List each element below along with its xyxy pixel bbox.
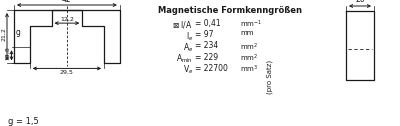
Text: 14,8: 14,8 (6, 46, 10, 60)
Text: mm$^{2}$: mm$^{2}$ (240, 53, 258, 64)
Text: 21,2: 21,2 (1, 27, 6, 41)
Text: (pro Satz): (pro Satz) (267, 59, 273, 93)
Text: 29,5: 29,5 (60, 70, 74, 75)
Text: Magnetische Formkenngrößen: Magnetische Formkenngrößen (158, 6, 302, 15)
Text: = 22700: = 22700 (195, 64, 228, 73)
Text: g: g (16, 28, 21, 37)
Text: g = 1,5: g = 1,5 (8, 117, 39, 126)
Text: = 97: = 97 (195, 30, 214, 39)
Text: 12,2: 12,2 (60, 17, 74, 22)
Text: $\boxtimes$ l/A: $\boxtimes$ l/A (172, 19, 193, 30)
Text: 42: 42 (62, 0, 72, 4)
Text: mm$^{3}$: mm$^{3}$ (240, 64, 258, 75)
Text: = 0,41: = 0,41 (195, 19, 221, 28)
Text: mm: mm (240, 30, 254, 36)
Text: V$_e$: V$_e$ (183, 64, 193, 76)
Text: = 234: = 234 (195, 41, 218, 50)
Text: A$_e$: A$_e$ (183, 41, 193, 54)
Text: A$_{\rm min}$: A$_{\rm min}$ (176, 53, 193, 65)
Text: l$_e$: l$_e$ (186, 30, 193, 43)
Text: = 229: = 229 (195, 53, 218, 62)
Text: mm$^{2}$: mm$^{2}$ (240, 41, 258, 53)
Text: mm$^{-1}$: mm$^{-1}$ (240, 19, 262, 30)
Text: 20: 20 (355, 0, 365, 5)
